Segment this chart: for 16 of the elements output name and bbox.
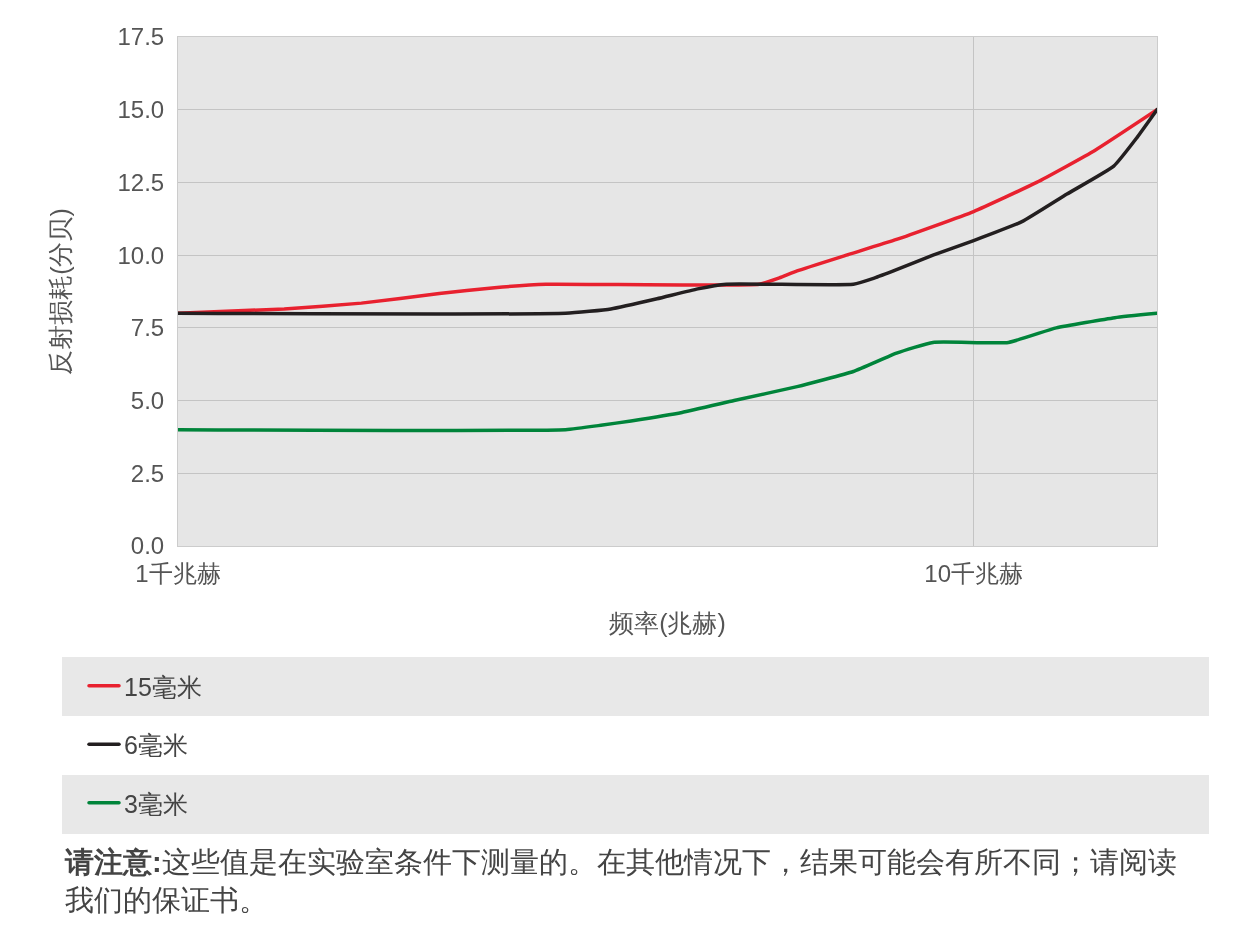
- y-tick-label: 7.5: [130, 314, 165, 342]
- x-tick-label: 1千兆赫: [135, 559, 221, 587]
- y-axis-title: 反射损耗(分贝): [46, 208, 75, 375]
- x-tick-label: 10千兆赫: [924, 559, 1023, 587]
- y-tick-label: 2.5: [130, 459, 165, 487]
- y-tick-label: 17.5: [117, 23, 165, 51]
- y-tick-label: 0.0: [130, 532, 165, 560]
- x-axis-title: 频率(兆赫): [609, 608, 726, 637]
- legend-label: 15毫米: [124, 672, 202, 701]
- y-tick-label: 10.0: [117, 241, 165, 269]
- y-tick-label: 12.5: [117, 168, 165, 196]
- y-tick-label: 5.0: [130, 386, 165, 414]
- legend-label: 6毫米: [124, 731, 188, 759]
- y-tick-label: 15.0: [117, 96, 165, 124]
- legend-label: 3毫米: [124, 789, 188, 818]
- text: 请注意:这些值是在实验室条件下测量的。在其他情况下，结果可能会有所不同；请阅读我们的保证书。: [64, 846, 1177, 916]
